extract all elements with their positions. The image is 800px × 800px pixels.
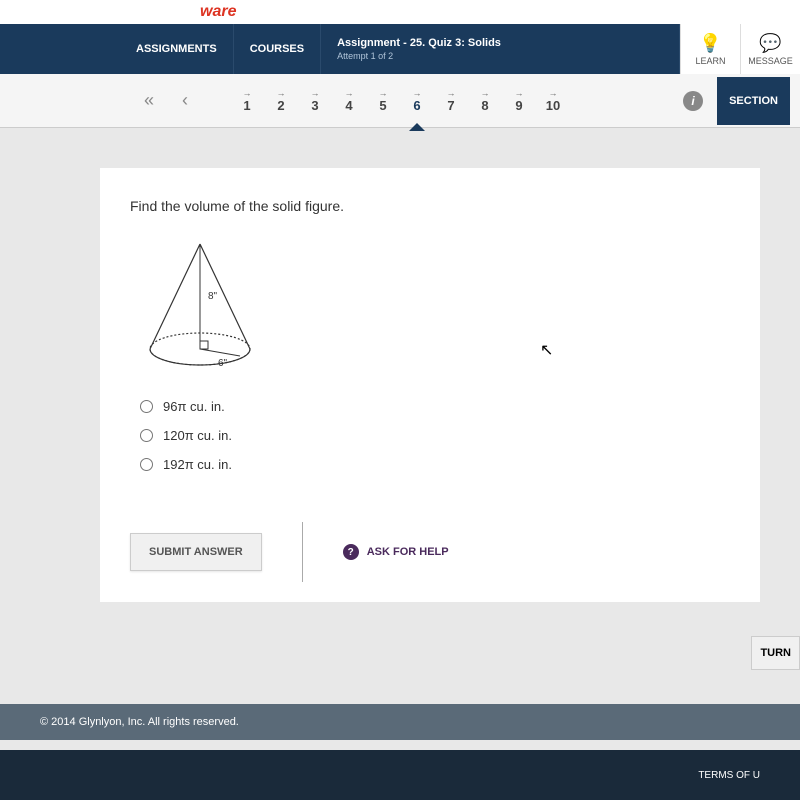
footer-terms[interactable]: TERMS OF U: [0, 750, 800, 800]
pager-num-1[interactable]: →1: [232, 88, 262, 113]
answer-options: 96π cu. in. 120π cu. in. 192π cu. in.: [140, 399, 730, 472]
message-icon: 💬: [759, 33, 781, 54]
top-bar: ware: [0, 0, 800, 24]
help-button[interactable]: ? ASK FOR HELP: [343, 544, 449, 560]
message-button[interactable]: 💬 MESSAGE: [740, 24, 800, 74]
main-nav: ASSIGNMENTS COURSES Assignment - 25. Qui…: [0, 24, 800, 74]
pager-num-4[interactable]: →4: [334, 88, 364, 113]
assignment-label: Assignment: [337, 37, 400, 49]
question-icon: ?: [343, 544, 359, 560]
pager-num-9[interactable]: →9: [504, 88, 534, 113]
assignment-title: - 25. Quiz 3: Solids: [403, 37, 501, 49]
pager-numbers: →1→2→3→4→5→6→7→8→9→10: [232, 88, 568, 113]
attempt-text: Attempt 1 of 2: [337, 51, 393, 61]
pager-num-10[interactable]: →10: [538, 88, 568, 113]
radius-label: 6": [218, 358, 228, 369]
pager-num-3[interactable]: →3: [300, 88, 330, 113]
option-0[interactable]: 96π cu. in.: [140, 399, 730, 414]
prev-page-button[interactable]: ‹: [168, 90, 202, 111]
option-1[interactable]: 120π cu. in.: [140, 428, 730, 443]
pager-num-2[interactable]: →2: [266, 88, 296, 113]
nav-assignments[interactable]: ASSIGNMENTS: [120, 24, 234, 74]
first-page-button[interactable]: «: [130, 90, 168, 111]
option-radio-2[interactable]: [140, 458, 153, 471]
question-content: Find the volume of the solid figure. 8" …: [100, 168, 760, 602]
option-radio-0[interactable]: [140, 400, 153, 413]
pager-num-7[interactable]: →7: [436, 88, 466, 113]
nav-courses[interactable]: COURSES: [234, 24, 321, 74]
submit-button[interactable]: SUBMIT ANSWER: [130, 533, 262, 571]
nav-right: 💡 LEARN 💬 MESSAGE: [680, 24, 800, 74]
pager-num-5[interactable]: →5: [368, 88, 398, 113]
pager-num-8[interactable]: →8: [470, 88, 500, 113]
footer-copyright: © 2014 Glynlyon, Inc. All rights reserve…: [0, 704, 800, 740]
option-2[interactable]: 192π cu. in.: [140, 457, 730, 472]
learn-button[interactable]: 💡 LEARN: [680, 24, 740, 74]
logo-text: ware: [200, 3, 236, 21]
turn-button[interactable]: TURN: [751, 636, 800, 670]
info-icon[interactable]: i: [683, 91, 703, 111]
slant-label: 8": [208, 291, 218, 302]
section-button[interactable]: SECTION: [717, 77, 790, 125]
divider: [302, 522, 303, 582]
action-row: SUBMIT ANSWER ? ASK FOR HELP: [130, 522, 730, 582]
pager-num-6[interactable]: →6: [402, 88, 432, 113]
option-radio-1[interactable]: [140, 429, 153, 442]
cone-figure: 8" 6": [140, 234, 730, 379]
pager-bar: « ‹ →1→2→3→4→5→6→7→8→9→10 i SECTION: [0, 74, 800, 128]
nav-current-assignment[interactable]: Assignment - 25. Quiz 3: Solids Attempt …: [321, 24, 680, 74]
question-text: Find the volume of the solid figure.: [130, 198, 730, 214]
lightbulb-icon: 💡: [699, 33, 721, 54]
